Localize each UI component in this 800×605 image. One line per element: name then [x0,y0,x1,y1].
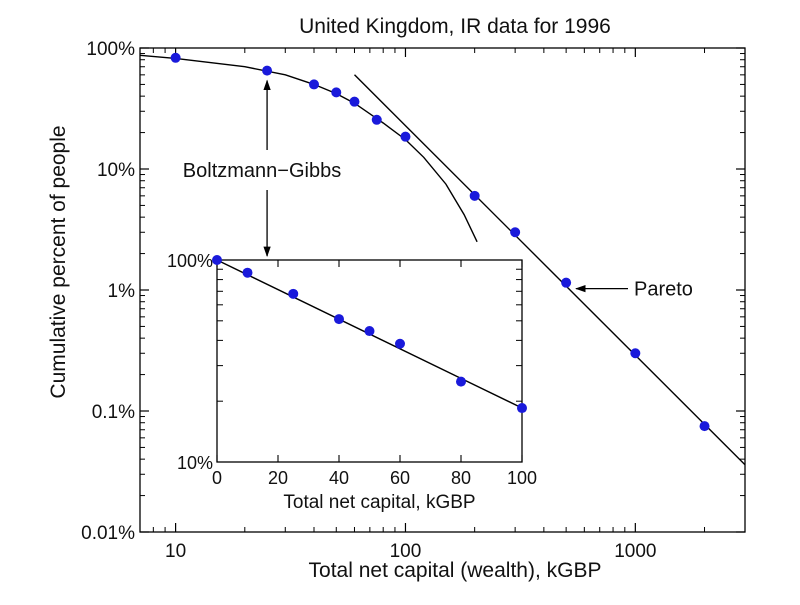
x-tick-label: 1000 [614,541,656,562]
inset-data-point [364,326,375,337]
inset-x-tick-label: 100 [507,468,537,488]
inset-y-tick-label: 10% [177,453,213,473]
data-point [170,52,181,63]
inset-y-tick-label: 100% [167,251,213,271]
pareto-label: Pareto [634,279,693,301]
inset-data-point [395,338,405,349]
data-point [561,277,572,288]
inset-x-tick-label: 40 [329,468,349,488]
inset-plot: 0 20 40 60 80 100 10% 100% Total net capital, kG… [167,251,537,513]
y-tick-label: 0.01% [81,523,135,544]
x-axis-label: Total net capital (wealth), kGBP [309,559,602,582]
y-tick-label: 10% [97,160,135,181]
data-point [331,87,342,98]
annotations: Boltzmann−Gibbs Pareto [183,79,693,301]
inset-data-point [242,267,253,278]
data-point [510,227,521,238]
pareto-fit-line [354,74,746,466]
y-tick-label: 0.1% [92,402,135,423]
inset-data-point [456,376,466,387]
inset-x-axis-label: Total net capital, kGBP [283,492,475,513]
inset-x-tick-label: 60 [390,468,410,488]
boltzmann-gibbs-fit-line [139,54,478,243]
inset-data-point [334,314,344,325]
data-point [630,348,641,359]
boltzmann-gibbs-label: Boltzmann−Gibbs [183,160,341,182]
data-point [349,96,360,107]
inset-data-point [517,403,527,414]
data-point [400,131,411,142]
data-point [371,114,382,125]
chart-title: United Kingdom, IR data for 1996 [299,15,611,38]
inset-data-point [212,255,222,265]
inset-data-point [288,288,299,299]
x-tick-label: 100 [390,541,422,562]
y-axis-label: Cumulative percent of people [47,125,70,398]
data-point [699,421,710,432]
data-point [469,190,480,201]
inset-frame [216,259,523,463]
inset-x-tick-label: 80 [451,468,471,488]
inset-x-tick-label: 0 [212,468,222,488]
y-tick-label: 1% [108,281,136,302]
x-tick-label: 10 [165,541,186,562]
data-point [308,79,319,90]
y-tick-label: 100% [86,39,135,60]
data-point [262,65,273,76]
inset-x-tick-label: 20 [268,468,288,488]
